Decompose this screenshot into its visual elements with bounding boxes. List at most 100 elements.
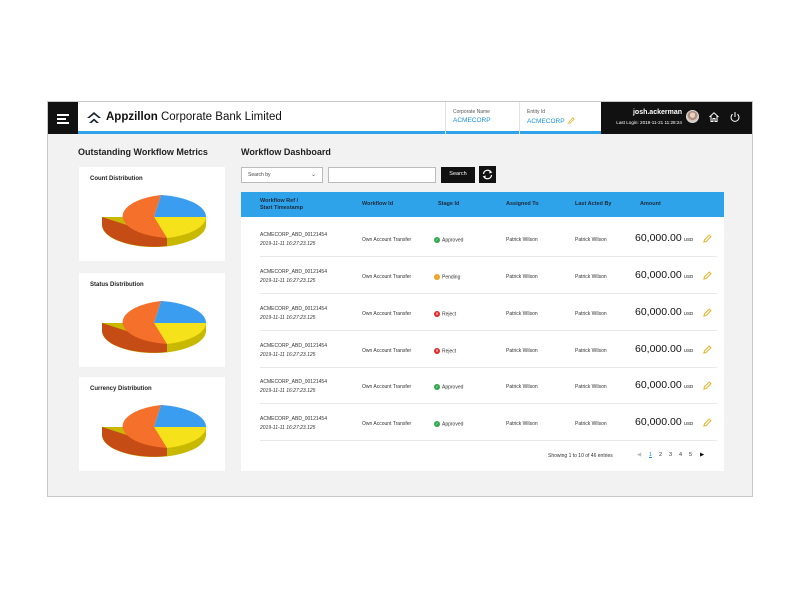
- workflow-id: Own Account Transfer: [362, 311, 412, 317]
- edit-pencil-icon[interactable]: [703, 345, 712, 354]
- count-distribution-card: Count Distribution: [79, 167, 225, 261]
- last-acted-by: Patrick Wilson: [575, 274, 607, 280]
- workflow-ref[interactable]: ACMECORP_ABD_00121454: [260, 343, 327, 349]
- amount: 60,000.00 USD: [635, 343, 694, 355]
- table-row[interactable]: ACMECORP_ABD_00121454 2019-11-11 16:27:2…: [260, 294, 717, 331]
- approved-check-icon: ✓: [434, 237, 440, 243]
- pencil-icon[interactable]: [568, 117, 575, 124]
- last-acted-by: Patrick Wilson: [575, 421, 607, 427]
- reject-x-icon: ✕: [434, 348, 440, 354]
- top-header: Appzillon Corporate Bank Limited Corpora…: [48, 102, 752, 134]
- col-header-last-acted-by[interactable]: Last Acted By: [575, 201, 612, 207]
- last-acted-by: Patrick Wilson: [575, 348, 607, 354]
- table-header: Workflow Ref / Start Timestamp Workflow …: [241, 192, 724, 217]
- chevron-down-icon: ⌄: [310, 172, 316, 178]
- stage-status: ! Pending: [434, 274, 460, 280]
- pie-chart[interactable]: [99, 299, 209, 355]
- last-login-text: Last Login: 2019-11-21 11:28:24: [616, 120, 682, 125]
- approved-check-icon: ✓: [434, 421, 440, 427]
- workflow-ref[interactable]: ACMECORP_ABD_00121454: [260, 416, 327, 422]
- assigned-to: Patrick Wilson: [506, 421, 538, 427]
- bank-logo-icon: [87, 112, 101, 123]
- power-icon[interactable]: [729, 111, 741, 123]
- workflow-id: Own Account Transfer: [362, 421, 412, 427]
- workflow-id: Own Account Transfer: [362, 348, 412, 354]
- corporate-name-label: Corporate Name: [453, 109, 490, 115]
- last-acted-by: Patrick Wilson: [575, 311, 607, 317]
- card-title: Status Distribution: [90, 282, 144, 288]
- user-name[interactable]: josh.ackerman: [632, 109, 682, 116]
- pie-chart[interactable]: [99, 403, 209, 459]
- edit-pencil-icon[interactable]: [703, 381, 712, 390]
- corporate-name-field[interactable]: Corporate Name ACMECORP: [445, 102, 519, 134]
- col-header-ref[interactable]: Workflow Ref / Start Timestamp: [260, 198, 303, 211]
- col-header-workflow-id[interactable]: Workflow Id: [362, 201, 394, 207]
- start-timestamp: 2019-11-11 16:27:23.125: [260, 425, 316, 431]
- table-row[interactable]: ACMECORP_ABD_00121454 2019-11-11 16:27:2…: [260, 331, 717, 368]
- page-4[interactable]: 4: [679, 452, 683, 458]
- pagination-info: Showing 1 to 10 of 46 entries: [548, 453, 613, 459]
- assigned-to: Patrick Wilson: [506, 348, 538, 354]
- refresh-icon: [482, 169, 493, 180]
- home-icon[interactable]: [708, 111, 720, 123]
- hamburger-menu-icon[interactable]: [48, 102, 78, 134]
- workflow-ref[interactable]: ACMECORP_ABD_00121454: [260, 269, 327, 275]
- col-header-assigned-to[interactable]: Assigned To: [506, 201, 539, 207]
- currency-distribution-card: Currency Distribution: [79, 377, 225, 471]
- table-row[interactable]: ACMECORP_ABD_00121454 2019-11-11 16:27:2…: [260, 220, 717, 257]
- user-panel: josh.ackerman Last Login: 2019-11-21 11:…: [601, 102, 752, 134]
- edit-pencil-icon[interactable]: [703, 308, 712, 317]
- table-row[interactable]: ACMECORP_ABD_00121454 2019-11-11 16:27:2…: [260, 404, 717, 441]
- edit-pencil-icon[interactable]: [703, 271, 712, 280]
- stage-status: ✓ Approved: [434, 237, 464, 244]
- search-button[interactable]: Search: [441, 167, 475, 183]
- brand-title: Appzillon Corporate Bank Limited: [106, 111, 282, 123]
- page-1[interactable]: 1: [649, 452, 653, 458]
- prev-page-icon[interactable]: ◀: [637, 452, 642, 458]
- workflow-id: Own Account Transfer: [362, 237, 412, 243]
- workflow-dashboard-title: Workflow Dashboard: [241, 147, 331, 157]
- avatar[interactable]: [686, 110, 699, 123]
- metrics-title: Outstanding Workflow Metrics: [78, 147, 208, 157]
- workflow-ref[interactable]: ACMECORP_ABD_00121454: [260, 306, 327, 312]
- page-3[interactable]: 3: [669, 452, 673, 458]
- workflow-id: Own Account Transfer: [362, 274, 412, 280]
- entity-id-field[interactable]: Entity Id ACMECORP: [519, 102, 601, 134]
- workflow-table: Workflow Ref / Start Timestamp Workflow …: [241, 192, 724, 471]
- amount: 60,000.00 USD: [635, 232, 694, 244]
- amount: 60,000.00 USD: [635, 269, 694, 281]
- edit-pencil-icon[interactable]: [703, 234, 712, 243]
- next-page-icon[interactable]: ▶: [700, 452, 705, 458]
- assigned-to: Patrick Wilson: [506, 384, 538, 390]
- table-row[interactable]: ACMECORP_ABD_00121454 2019-11-11 16:27:2…: [260, 257, 717, 294]
- workflow-ref[interactable]: ACMECORP_ABD_00121454: [260, 232, 327, 238]
- amount: 60,000.00 USD: [635, 379, 694, 391]
- workflow-id: Own Account Transfer: [362, 384, 412, 390]
- app-window: Appzillon Corporate Bank Limited Corpora…: [47, 101, 753, 497]
- amount: 60,000.00 USD: [635, 306, 694, 318]
- start-timestamp: 2019-11-11 16:27:23.125: [260, 388, 316, 394]
- workflow-ref[interactable]: ACMECORP_ABD_00121454: [260, 379, 327, 385]
- stage-status: ✓ Approved: [434, 421, 464, 428]
- assigned-to: Patrick Wilson: [506, 274, 538, 280]
- card-title: Currency Distribution: [90, 386, 152, 392]
- amount: 60,000.00 USD: [635, 416, 694, 428]
- search-input[interactable]: [328, 167, 436, 183]
- pie-chart[interactable]: [99, 193, 209, 249]
- table-row[interactable]: ACMECORP_ABD_00121454 2019-11-11 16:27:2…: [260, 367, 717, 404]
- status-distribution-card: Status Distribution: [79, 273, 225, 367]
- entity-id-label: Entity Id: [527, 109, 546, 115]
- approved-check-icon: ✓: [434, 384, 440, 390]
- start-timestamp: 2019-11-11 16:27:23.125: [260, 352, 316, 358]
- page-2[interactable]: 2: [659, 452, 663, 458]
- refresh-button[interactable]: [479, 166, 496, 183]
- entity-id-value: ACMECORP: [527, 117, 601, 125]
- start-timestamp: 2019-11-11 16:27:23.125: [260, 278, 316, 284]
- col-header-amount[interactable]: Amount: [640, 201, 661, 207]
- corporate-name-value: ACMECORP: [453, 117, 491, 124]
- pagination: Showing 1 to 10 of 46 entries ◀ 1 2 3 4 …: [241, 451, 724, 463]
- col-header-stage-id[interactable]: Stage Id: [438, 201, 460, 207]
- search-by-select[interactable]: Search by ⌄: [241, 167, 323, 183]
- page-5[interactable]: 5: [689, 452, 693, 458]
- edit-pencil-icon[interactable]: [703, 418, 712, 427]
